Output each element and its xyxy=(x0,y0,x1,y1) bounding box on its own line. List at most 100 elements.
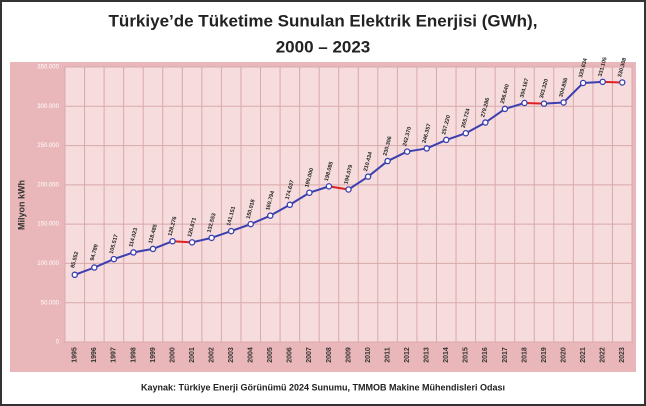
data-point xyxy=(599,78,606,86)
x-tick-label: 2005 xyxy=(267,347,274,363)
line-segment xyxy=(426,138,447,150)
x-tick-label: 2009 xyxy=(345,347,352,363)
value-label: 331.105 xyxy=(598,57,609,78)
y-tick-label: 50.000 xyxy=(41,300,60,306)
value-label: 257.220 xyxy=(441,115,452,136)
line-segment xyxy=(113,251,134,261)
data-point xyxy=(384,157,391,165)
x-tick-label: 2002 xyxy=(208,347,215,363)
x-tick-label: 2001 xyxy=(189,347,196,363)
line-segment xyxy=(387,150,408,162)
x-tick-label: 2020 xyxy=(560,347,567,363)
x-tick-label: 2011 xyxy=(384,347,391,362)
line-segment xyxy=(309,185,330,194)
value-label: 303.320 xyxy=(539,78,550,99)
data-point xyxy=(149,245,157,253)
line-segment xyxy=(583,80,603,85)
x-tick-label: 2013 xyxy=(424,347,431,363)
data-point xyxy=(345,186,352,193)
value-label: 128.276 xyxy=(168,216,179,237)
value-label: 279.286 xyxy=(480,97,491,118)
data-point xyxy=(71,271,79,279)
data-point xyxy=(364,173,372,180)
data-point xyxy=(325,183,333,190)
line-segment xyxy=(191,236,212,244)
x-tick-label: 1996 xyxy=(91,347,98,363)
value-label: 329.634 xyxy=(578,57,589,79)
value-label: 330.308 xyxy=(617,57,628,78)
y-tick-label: 200.000 xyxy=(37,182,59,188)
line-segment xyxy=(289,191,310,206)
line-segment xyxy=(93,258,115,269)
value-label: 160.794 xyxy=(265,189,276,211)
data-point xyxy=(227,227,235,235)
x-tick-label: 2019 xyxy=(541,347,548,363)
line-segment xyxy=(524,102,545,105)
line-segment xyxy=(328,185,349,191)
x-tick-label: 2003 xyxy=(228,347,235,363)
value-label: 242.370 xyxy=(402,126,413,147)
value-label: 194.079 xyxy=(343,164,354,185)
data-point xyxy=(130,249,137,256)
x-tick-label: 2015 xyxy=(463,347,470,363)
data-point xyxy=(110,255,118,263)
x-tick-label: 2000 xyxy=(169,347,176,363)
value-label: 126.871 xyxy=(187,217,198,238)
data-point xyxy=(462,129,470,137)
line-segment xyxy=(152,240,173,250)
value-label: 141.151 xyxy=(226,206,237,227)
line-segment xyxy=(211,230,232,239)
x-tick-label: 2021 xyxy=(580,347,587,363)
x-tick-label: 2008 xyxy=(326,347,333,363)
data-point xyxy=(208,234,215,242)
line-segment xyxy=(269,203,291,217)
line-segment xyxy=(484,108,506,124)
value-label: 132.553 xyxy=(207,213,218,234)
value-label: 230.306 xyxy=(383,136,394,157)
y-tick-label: 150.000 xyxy=(37,222,59,228)
x-tick-label: 2016 xyxy=(482,347,489,363)
x-tick-label: 1998 xyxy=(130,347,137,363)
line-segment xyxy=(172,240,193,244)
data-point xyxy=(188,239,196,246)
x-tick-label: 1999 xyxy=(150,347,157,363)
x-tick-label: 2006 xyxy=(287,347,294,363)
line-segment xyxy=(133,247,154,254)
line-segment xyxy=(74,266,95,276)
value-label: 210.434 xyxy=(363,150,374,172)
line-segment xyxy=(367,160,389,178)
data-point xyxy=(579,79,587,87)
line-segment xyxy=(602,80,623,84)
value-label: 190.000 xyxy=(304,167,315,188)
value-label: 296.640 xyxy=(500,84,511,105)
value-label: 246.357 xyxy=(422,123,433,144)
line-segment xyxy=(347,175,369,191)
value-label: 265.724 xyxy=(461,107,472,129)
data-point xyxy=(306,189,313,196)
line-segment xyxy=(504,102,525,110)
chart-subtitle: 2000 – 2023 xyxy=(276,37,371,56)
line-segment xyxy=(250,214,271,226)
y-tick-label: 300.000 xyxy=(37,104,59,110)
value-label: 198.085 xyxy=(324,161,335,182)
x-tick-label: 2018 xyxy=(521,347,528,363)
data-point xyxy=(267,212,274,219)
value-label: 118.485 xyxy=(148,224,159,244)
data-point xyxy=(286,201,294,209)
x-tick-label: 1997 xyxy=(111,347,118,363)
data-point xyxy=(618,79,626,86)
x-tick-label: 2007 xyxy=(306,347,313,363)
value-label: 304.167 xyxy=(519,78,530,99)
line-segment xyxy=(562,82,584,104)
data-point xyxy=(540,100,548,107)
value-label: 85.552 xyxy=(70,251,80,269)
line-segment xyxy=(543,101,564,105)
source-note: Kaynak: Türkiye Enerji Görünümü 2024 Sun… xyxy=(141,382,505,392)
data-point xyxy=(443,136,450,144)
y-tick-label: 250.000 xyxy=(37,143,59,149)
y-tick-label: 0 xyxy=(56,340,60,346)
data-point xyxy=(403,148,411,155)
x-tick-label: 2012 xyxy=(404,347,411,363)
data-point xyxy=(501,105,509,113)
